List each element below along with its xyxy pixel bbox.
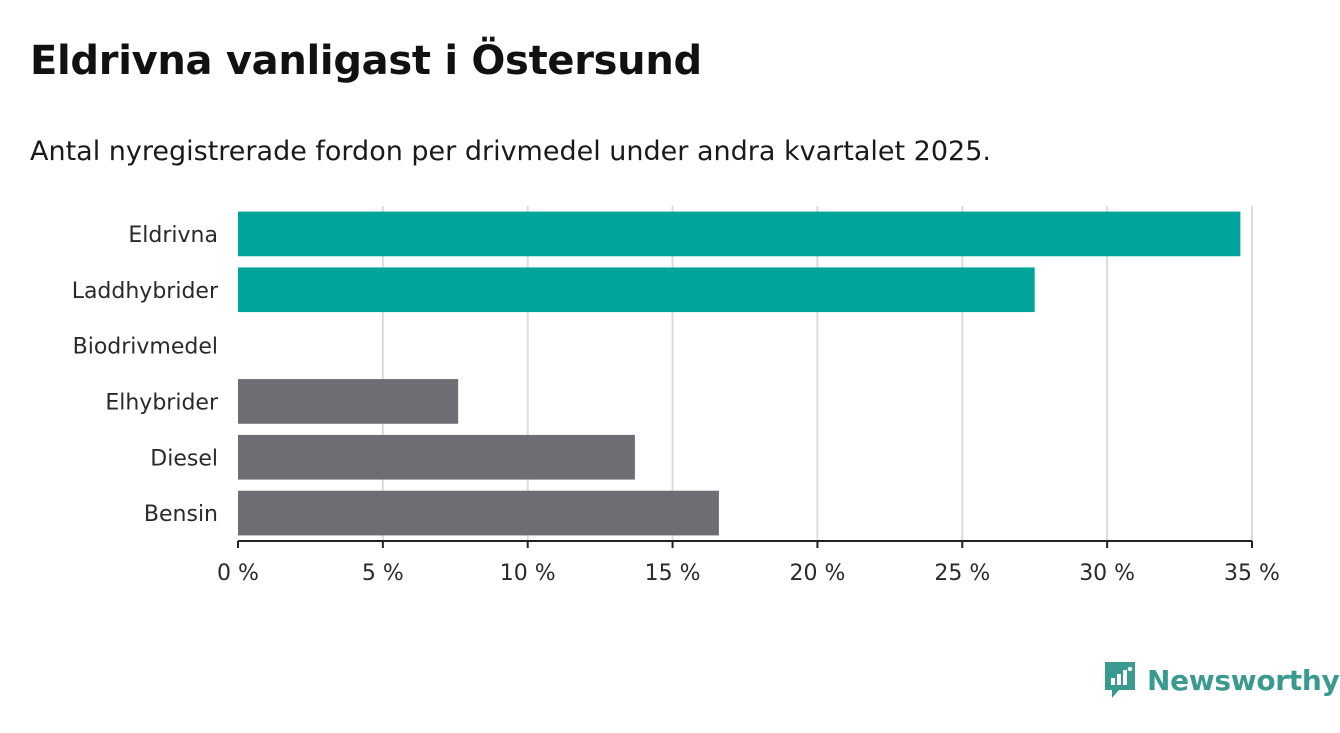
x-tick-label: 0 % xyxy=(217,561,259,586)
x-tick-label: 35 % xyxy=(1224,561,1280,586)
category-label: Diesel xyxy=(150,446,218,471)
brand-name: Newsworthy xyxy=(1147,663,1340,697)
category-label: Biodrivmedel xyxy=(73,335,218,360)
category-label: Elhybrider xyxy=(105,390,219,415)
bar-eldrivna xyxy=(238,211,1241,257)
category-label: Eldrivna xyxy=(128,223,218,248)
bar-diesel xyxy=(238,434,635,480)
category-labels: Eldrivna Laddhybrider Biodrivmedel Elhybrid… xyxy=(72,223,219,527)
gridlines xyxy=(381,206,1253,541)
x-axis: 0 % 5 % 10 % 15 % 20 % 25 % 30 % 35 % xyxy=(217,540,1280,586)
chart-subtitle: Antal nyregistrerade fordon per drivmede… xyxy=(30,136,991,167)
x-tick-label: 5 % xyxy=(362,561,404,586)
x-tick-label: 30 % xyxy=(1079,561,1135,586)
x-tick-label: 10 % xyxy=(500,561,556,586)
bar-chart: 0 % 5 % 10 % 15 % 20 % 25 % 30 % 35 % Eldrivna L… xyxy=(72,206,1280,586)
category-label: Bensin xyxy=(144,502,218,527)
category-label: Laddhybrider xyxy=(72,279,219,304)
x-tick-label: 15 % xyxy=(645,561,701,586)
bars xyxy=(238,211,1241,536)
newsworthy-logo-icon xyxy=(1105,662,1135,698)
x-tick-label: 25 % xyxy=(934,561,990,586)
bar-laddhybrider xyxy=(238,267,1035,313)
x-tick-label: 20 % xyxy=(789,561,845,586)
brand-logo: Newsworthy xyxy=(1103,660,1340,700)
bar-bensin xyxy=(238,490,719,536)
bar-elhybrider xyxy=(238,379,459,424)
chart-title: Eldrivna vanligast i Östersund xyxy=(30,38,702,84)
